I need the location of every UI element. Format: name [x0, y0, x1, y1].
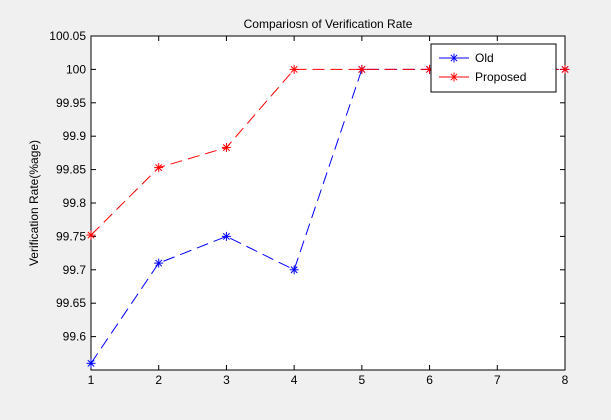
y-tick-label: 100 [66, 62, 86, 76]
data-point-old [86, 358, 96, 368]
data-point-old [154, 258, 164, 268]
y-axis-label: Verification Rate(%age) [27, 140, 41, 266]
x-tick-label: 8 [562, 373, 569, 387]
y-axis: 99.6 99.65 99.7 99.75 99.8 99.85 99.9 99.95 100 1… [49, 29, 565, 344]
y-tick-label: 99.75 [56, 229, 86, 243]
legend-label: Old [475, 51, 494, 65]
x-tick-label: 7 [494, 373, 501, 387]
data-point-old [289, 265, 299, 275]
data-point-proposed [560, 64, 570, 74]
data-point-proposed [357, 64, 367, 74]
chart-title: Compariosn of Verification Rate [244, 17, 413, 31]
x-tick-label: 2 [155, 373, 162, 387]
data-point-proposed [289, 64, 299, 74]
data-point-proposed [86, 230, 96, 240]
data-point-proposed [221, 143, 231, 153]
data-point-old [221, 231, 231, 241]
legend-label: Proposed [475, 70, 526, 84]
y-tick-label: 99.65 [56, 296, 86, 310]
y-tick-label: 99.7 [63, 263, 87, 277]
legend-item-proposed: Proposed [439, 70, 526, 84]
y-tick-label: 100.05 [49, 29, 86, 43]
y-tick-label: 99.6 [63, 330, 87, 344]
x-tick-label: 6 [426, 373, 433, 387]
legend-marker [449, 72, 459, 82]
legend-box [430, 43, 557, 93]
x-tick-label: 3 [223, 373, 230, 387]
y-tick-label: 99.8 [63, 196, 87, 210]
x-tick-label: 4 [291, 373, 298, 387]
y-tick-label: 99.95 [56, 96, 86, 110]
x-axis: 1 2 3 4 5 6 7 8 [88, 36, 569, 387]
y-tick-label: 99.85 [56, 163, 86, 177]
y-tick-label: 99.9 [63, 129, 87, 143]
x-tick-label: 5 [359, 373, 366, 387]
legend-item-old: Old [439, 51, 494, 65]
legend-marker [449, 53, 459, 63]
x-tick-label: 1 [88, 373, 95, 387]
data-point-proposed [154, 163, 164, 173]
legend: Old Proposed [430, 43, 557, 93]
